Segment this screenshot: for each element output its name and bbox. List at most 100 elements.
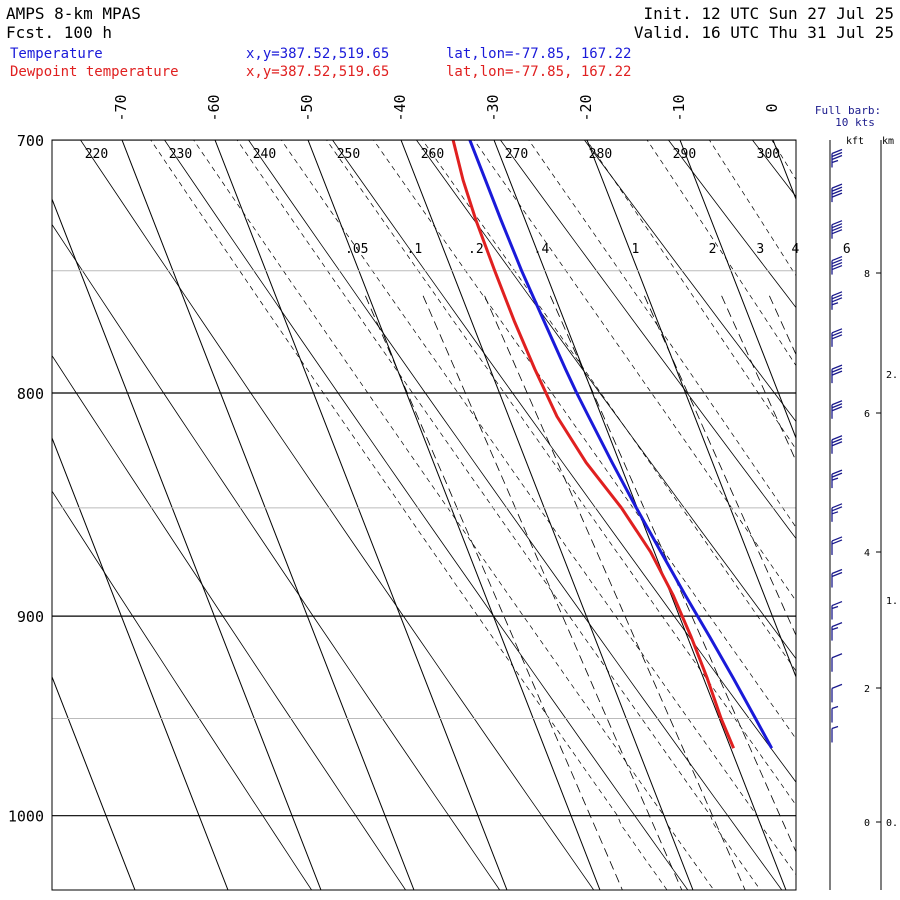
- wind-barb: [831, 621, 843, 641]
- isotherm-line: [121, 140, 415, 890]
- wind-barb: [831, 255, 843, 275]
- wind-barb: [831, 435, 843, 454]
- thermo-background: [0, 85, 900, 899]
- km-tick-label: 2.: [886, 370, 898, 381]
- isotherm-line: [0, 140, 42, 890]
- km-label: km: [882, 136, 894, 147]
- dry-adiabat-line: [332, 140, 796, 783]
- moist-adiabat-line: [326, 140, 796, 806]
- theta-label: 300: [757, 147, 780, 162]
- barb-key-line1: Full barb:: [815, 104, 881, 117]
- moist-adiabat-line: [771, 140, 796, 181]
- axis-labels: 7008009001000-70-60-50-40-30-20-10010220…: [8, 94, 898, 890]
- mixing-ratio-line: [365, 295, 623, 890]
- moist-adiabat-line: [646, 140, 796, 367]
- kft-tick-label: 6: [864, 409, 870, 420]
- mixing-ratio-line: [484, 295, 746, 890]
- wind-barb: [831, 600, 843, 620]
- dry-adiabat-line: [52, 490, 312, 890]
- legend: Temperature x,y=387.52,519.65 lat,lon=-7…: [10, 46, 631, 80]
- barb-key: Full barb: 10 kts kft km: [815, 104, 894, 147]
- isotherm-line: [307, 140, 601, 890]
- isotherm-line: [52, 675, 136, 890]
- moist-adiabat-line: [861, 85, 900, 899]
- wind-barb: [831, 400, 843, 419]
- isotherm-line: [214, 140, 508, 890]
- wind-barb: [831, 683, 843, 703]
- wind-barb: [831, 148, 843, 168]
- theta-label: 270: [505, 147, 528, 162]
- mixing-ratio-label: 3: [756, 242, 764, 257]
- legend-dewpoint-xy: x,y=387.52,519.65: [246, 64, 389, 80]
- kft-tick-label: 2: [864, 684, 870, 695]
- moist-adiabat-line: [801, 85, 900, 899]
- theta-label: 220: [85, 147, 108, 162]
- model-title: AMPS 8-km MPAS: [6, 4, 141, 23]
- kft-tick-label: 0: [864, 818, 870, 829]
- dry-adiabat-line: [668, 140, 796, 309]
- wind-barb: [831, 220, 843, 239]
- isotherm-line: [679, 140, 796, 440]
- temperature-tick-label: -40: [391, 94, 409, 121]
- km-tick-label: 1.: [886, 596, 898, 607]
- wind-barbs: [831, 148, 843, 743]
- temperature-tick-label: -70: [112, 94, 130, 121]
- isotherm-line: [400, 140, 694, 890]
- wind-barb: [831, 503, 843, 522]
- legend-temperature-latlon: lat,lon=-77.85, 167.22: [446, 46, 631, 62]
- theta-label: 280: [589, 147, 612, 162]
- theta-label: 250: [337, 147, 360, 162]
- init-time: Init. 12 UTC Sun 27 Jul 25: [644, 4, 894, 23]
- dry-adiabat-line: [164, 140, 689, 890]
- mixing-ratio-label: .2: [468, 242, 484, 257]
- dry-adiabat-line: [52, 223, 501, 890]
- wind-barb: [831, 469, 843, 489]
- temperature-tick-label: -20: [577, 94, 595, 121]
- wind-barb: [831, 328, 843, 347]
- forecast-hour: Fcst. 100 h: [6, 23, 112, 42]
- dry-adiabat-line: [584, 140, 796, 423]
- dry-adiabat-line: [52, 354, 406, 890]
- isotherm-line: [52, 436, 229, 890]
- km-tick-label: 0.: [886, 818, 898, 829]
- moist-adiabat-line: [422, 140, 796, 672]
- kft-tick-label: 8: [864, 269, 870, 280]
- chart-header: AMPS 8-km MPAS Fcst. 100 h Init. 12 UTC …: [6, 4, 894, 42]
- wind-barb: [831, 725, 839, 743]
- wind-barb: [831, 568, 843, 588]
- isotherm-line: [586, 140, 796, 679]
- mixing-ratio-label: 1: [632, 242, 640, 257]
- legend-temperature-xy: x,y=387.52,519.65: [246, 46, 389, 62]
- dry-adiabat-line: [500, 140, 796, 540]
- wind-barb: [831, 364, 843, 384]
- pressure-tick-label: 1000: [8, 808, 44, 826]
- theta-label: 290: [673, 147, 696, 162]
- moist-adiabat-line: [280, 140, 796, 876]
- dry-adiabat-line: [248, 140, 783, 890]
- mixing-ratio-line: [721, 295, 796, 462]
- dewpoint-profile-line: [451, 140, 735, 749]
- wind-barb: [831, 653, 843, 672]
- dry-adiabat-line: [80, 140, 595, 890]
- temperature-tick-label: -30: [484, 94, 502, 121]
- dry-adiabat-line: [416, 140, 796, 660]
- theta-label: 240: [253, 147, 276, 162]
- theta-label: 230: [169, 147, 192, 162]
- legend-temperature: Temperature: [10, 46, 103, 62]
- plot-frame: [51, 139, 797, 891]
- temperature-tick-label: -50: [298, 94, 316, 121]
- mixing-ratio-line: [422, 295, 683, 890]
- pressure-tick-label: 900: [17, 608, 44, 626]
- mixing-ratio-label: 6: [843, 242, 851, 257]
- legend-dewpoint: Dewpoint temperature: [10, 64, 179, 80]
- mixing-ratio-label: .05: [345, 242, 368, 257]
- moist-adiabat-line: [373, 140, 796, 740]
- theta-label: 260: [421, 147, 444, 162]
- isotherm-line: [866, 140, 900, 890]
- temperature-tick-label: -60: [205, 94, 223, 121]
- sounding-profiles: [451, 140, 774, 749]
- temperature-profile-line: [468, 140, 774, 749]
- valid-time: Valid. 16 UTC Thu 31 Jul 25: [634, 23, 894, 42]
- pressure-tick-label: 700: [17, 132, 44, 150]
